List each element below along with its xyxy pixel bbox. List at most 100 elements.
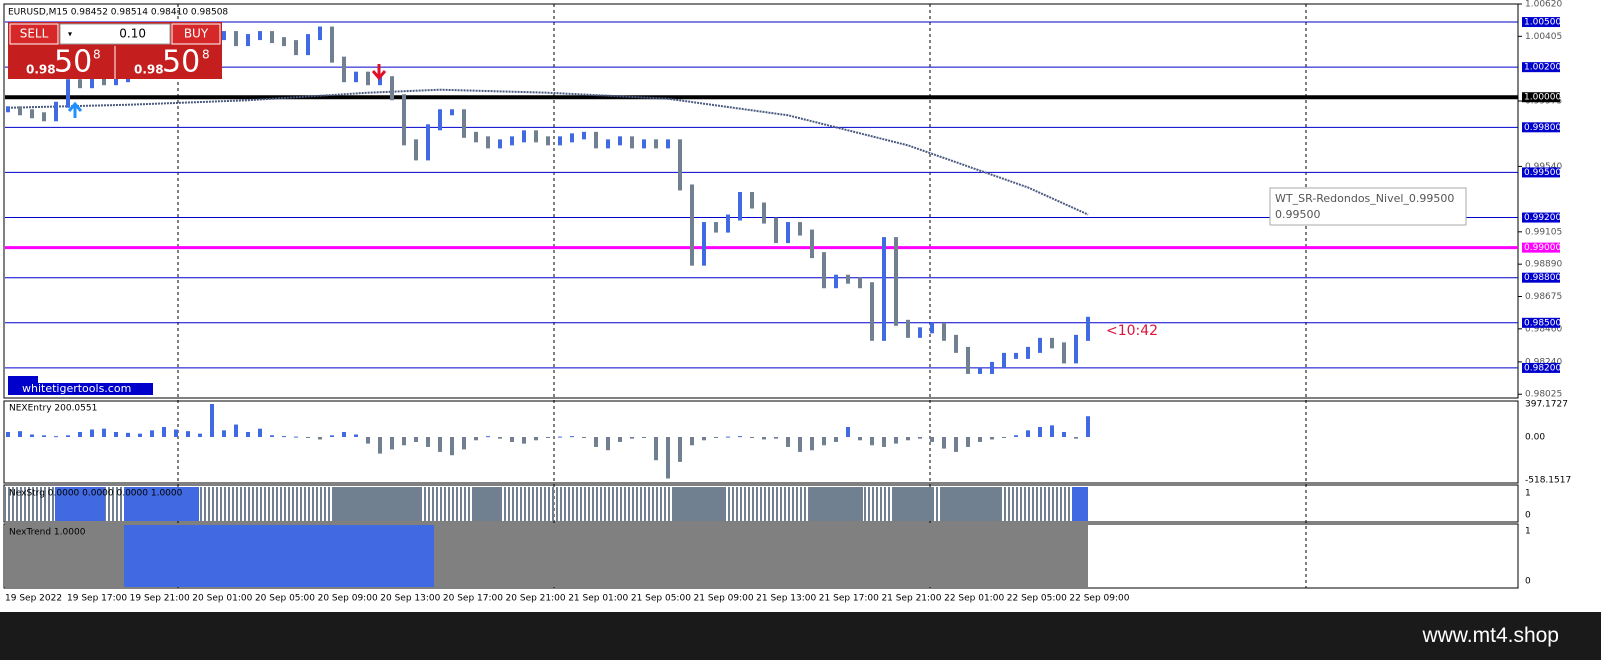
price-bar (618, 136, 622, 146)
price-bar (798, 222, 802, 236)
lot-input[interactable] (59, 23, 171, 45)
price-bar (354, 71, 358, 83)
x-tick-label: 21 Sep 21:00 (881, 594, 941, 604)
histogram-bar (558, 436, 562, 438)
price-bar (54, 101, 58, 122)
price-bar (1074, 334, 1078, 364)
level-label: 0.99200 (1524, 213, 1561, 223)
histogram-bar (618, 436, 622, 442)
x-tick-label: 20 Sep 09:00 (318, 594, 378, 604)
footer: www.mt4.shop (0, 612, 1601, 660)
y-tick-label: 1 (1525, 489, 1531, 499)
price-bar (978, 367, 982, 374)
level-label: 0.98200 (1524, 363, 1561, 373)
histogram-bar (858, 436, 862, 441)
histogram-bar (786, 436, 790, 447)
histogram-bar (1050, 425, 1054, 437)
histogram-bar (174, 429, 178, 437)
histogram-bar (378, 436, 382, 454)
lot-value[interactable]: 0.10 (119, 27, 146, 41)
strength-block (808, 487, 863, 521)
histogram-bar (402, 436, 406, 446)
price-bar (402, 94, 406, 146)
trend-block (434, 525, 1088, 587)
price-bar (882, 237, 886, 341)
x-tick-label: 20 Sep 17:00 (443, 594, 503, 604)
moving-average (7, 88, 1089, 216)
price-bar (954, 334, 958, 353)
x-tick-label: 21 Sep 05:00 (631, 594, 691, 604)
histogram-bar (978, 436, 982, 442)
lot-dropdown[interactable]: ▾ (68, 30, 72, 39)
sell-label[interactable]: SELL (20, 27, 49, 41)
y-tick-label: 0.98025 (1525, 390, 1562, 400)
price-bar (786, 222, 790, 244)
bid-frac: 8 (93, 48, 101, 62)
level-label: 1.00500 (1524, 18, 1561, 28)
histogram-bar (642, 436, 646, 438)
histogram-bar (90, 429, 94, 437)
price-bar (282, 37, 286, 47)
price-bar (546, 136, 550, 146)
price-bar (942, 322, 946, 341)
price-bar (234, 31, 238, 47)
buy-button[interactable] (171, 23, 221, 45)
histogram-bar (198, 433, 202, 437)
histogram-bar (750, 436, 754, 438)
strength-block (332, 487, 422, 521)
price-bar (474, 131, 478, 143)
main-panel (3, 3, 1519, 399)
price-bar (1050, 337, 1054, 349)
histogram-bar (834, 436, 838, 442)
histogram-bar (870, 436, 874, 446)
level-label: 0.99500 (1524, 168, 1561, 178)
footer-text: www.mt4.shop (1422, 624, 1559, 647)
price-bar (486, 136, 490, 149)
price-bar (78, 79, 82, 89)
badge (8, 376, 38, 384)
histogram-bar (294, 436, 298, 438)
tooltip: WT_SR-Redondos_Nivel_0.99500 0.99500 (1269, 187, 1467, 226)
price-bar (498, 139, 502, 149)
histogram-bar (234, 424, 238, 437)
histogram-bar (822, 436, 826, 446)
histogram-bar (606, 436, 610, 451)
histogram-bar (126, 432, 130, 437)
watermark: whitetigertools.com (22, 382, 131, 395)
histogram-bar (426, 436, 430, 447)
x-tick-label: 20 Sep 05:00 (255, 594, 315, 604)
buy-label[interactable]: BUY (184, 27, 209, 41)
histogram-bar (882, 436, 886, 447)
price-bar (66, 79, 70, 108)
histogram-bar (102, 428, 106, 437)
price-bar (906, 319, 910, 338)
histogram-bar (498, 436, 502, 439)
level-label-bg (1522, 62, 1560, 73)
price-bar (462, 109, 466, 138)
histogram-bar (342, 431, 346, 437)
histogram-bar (1062, 431, 1066, 437)
histogram-bar (114, 431, 118, 437)
histogram-bar (594, 436, 598, 447)
histogram-bar (726, 436, 730, 438)
histogram-bar (474, 436, 478, 441)
x-tick-label: 21 Sep 17:00 (819, 594, 879, 604)
price-bar (1002, 352, 1006, 368)
sell-arrow (371, 64, 387, 81)
price-bar (810, 229, 814, 259)
histogram-bar (690, 436, 694, 446)
nexstrg-panel (3, 484, 1519, 523)
price-bar (414, 139, 418, 161)
plot: 1.006201.004050.999750.995400.991050.988… (5, 0, 1571, 604)
nexentry-panel (3, 400, 1519, 484)
price-bar (534, 130, 538, 143)
level-label: 0.98800 (1524, 273, 1561, 283)
trend-block (124, 525, 434, 587)
histogram-bar (282, 436, 286, 438)
price-bar (378, 76, 382, 86)
price-bar (750, 191, 754, 209)
price-bar (822, 252, 826, 289)
histogram-bar (414, 436, 418, 442)
histogram-bar (270, 435, 274, 437)
sell-button[interactable] (9, 23, 59, 45)
